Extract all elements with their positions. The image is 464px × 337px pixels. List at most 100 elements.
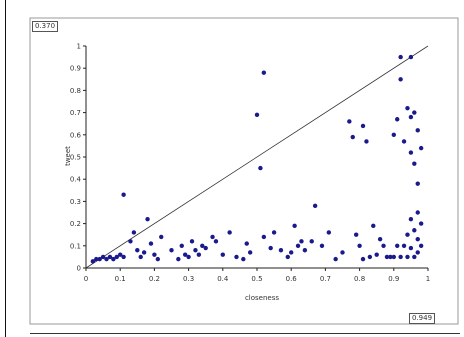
x-axis-label: closeness (245, 294, 279, 302)
data-point (360, 256, 366, 262)
data-point (405, 254, 410, 260)
data-point (100, 254, 106, 260)
data-point (227, 230, 232, 235)
data-point (138, 254, 143, 260)
data-point (388, 254, 393, 260)
data-point (340, 250, 345, 255)
data-point (364, 139, 369, 144)
y-tick-label: 0.8 (70, 87, 81, 95)
x-tick-label: 0.8 (354, 275, 365, 283)
data-point (131, 230, 137, 235)
data-point (398, 77, 403, 82)
data-point (405, 232, 410, 237)
x-tick-label: 0 (84, 275, 88, 283)
data-point (408, 150, 414, 155)
data-point (196, 252, 202, 257)
y-tick-label: 0.6 (70, 131, 82, 139)
data-point (408, 216, 414, 222)
data-point (381, 243, 386, 248)
data-point (312, 203, 318, 209)
x-tick-label: 0.2 (149, 275, 160, 283)
data-point (90, 259, 96, 264)
reference-line (85, 45, 429, 269)
data-point (186, 254, 191, 260)
data-point (371, 223, 376, 229)
data-point (268, 245, 273, 251)
data-point (415, 128, 420, 133)
y-tick-label: 0.5 (70, 154, 81, 162)
data-point (408, 245, 414, 251)
data-point (377, 236, 383, 242)
data-point (258, 165, 263, 171)
data-point (415, 181, 420, 186)
data-point (234, 254, 239, 260)
data-point (261, 234, 267, 240)
x-tick-label: 0.9 (388, 275, 399, 283)
data-point (398, 54, 403, 60)
data-point (97, 256, 102, 262)
data-point (418, 243, 424, 248)
data-point (391, 132, 396, 137)
data-point (401, 139, 407, 144)
data-point (309, 239, 314, 244)
y-tick-label: 0.1 (70, 242, 81, 250)
window-bottom-border (30, 333, 460, 334)
data-point (326, 230, 332, 235)
data-point (391, 254, 396, 260)
data-point (350, 134, 355, 140)
data-point (357, 243, 362, 248)
x-tick-label: 0.5 (251, 275, 262, 283)
data-point (367, 254, 373, 260)
data-point (128, 239, 133, 244)
data-point (121, 192, 126, 197)
data-point (412, 110, 417, 115)
data-point (213, 239, 219, 244)
data-point (169, 248, 174, 253)
x-value-readout: 0.949 (409, 313, 436, 324)
x-tick-label: 0.3 (183, 275, 194, 283)
data-point (118, 252, 123, 257)
data-point (401, 243, 407, 248)
data-point (395, 243, 400, 248)
y-tick-label: 1 (77, 43, 81, 51)
data-point (415, 250, 420, 255)
data-point (374, 252, 379, 257)
data-point (412, 228, 417, 233)
data-point (289, 250, 294, 255)
data-point (155, 256, 161, 262)
data-point (271, 230, 277, 235)
data-point (176, 256, 181, 262)
data-point (114, 254, 119, 260)
window-left-border (5, 0, 6, 337)
data-point (302, 248, 308, 253)
data-point (412, 254, 417, 260)
y-axis-label: tweet (64, 146, 72, 166)
y-tick-label: 0 (77, 265, 81, 273)
reference-line-group (85, 45, 429, 269)
data-point (220, 252, 225, 257)
x-tick-label: 0.7 (320, 275, 331, 283)
data-point (107, 254, 113, 260)
data-point (261, 70, 267, 75)
data-point (412, 161, 417, 166)
data-point (141, 250, 147, 255)
data-point (353, 232, 359, 237)
x-tick-label: 0.4 (217, 275, 229, 283)
data-point (244, 241, 249, 246)
data-points (90, 54, 424, 264)
data-point (104, 256, 109, 262)
data-point (299, 239, 304, 244)
data-point (193, 248, 198, 253)
data-point (179, 243, 184, 248)
data-point (189, 239, 195, 244)
y-value-readout: 0.370 (32, 21, 59, 32)
data-point (200, 243, 205, 248)
data-point (405, 105, 410, 111)
data-point (247, 250, 253, 255)
axes: 0 0.1 0.2 0.3 0.4 0.5 0.6 0.7 0.8 0.9 1 0 0.1 0.2 0.3 0… (70, 43, 430, 284)
data-point (210, 234, 215, 240)
y-tick-label: 0.3 (70, 198, 81, 206)
data-point (152, 252, 157, 257)
data-point (347, 119, 352, 124)
